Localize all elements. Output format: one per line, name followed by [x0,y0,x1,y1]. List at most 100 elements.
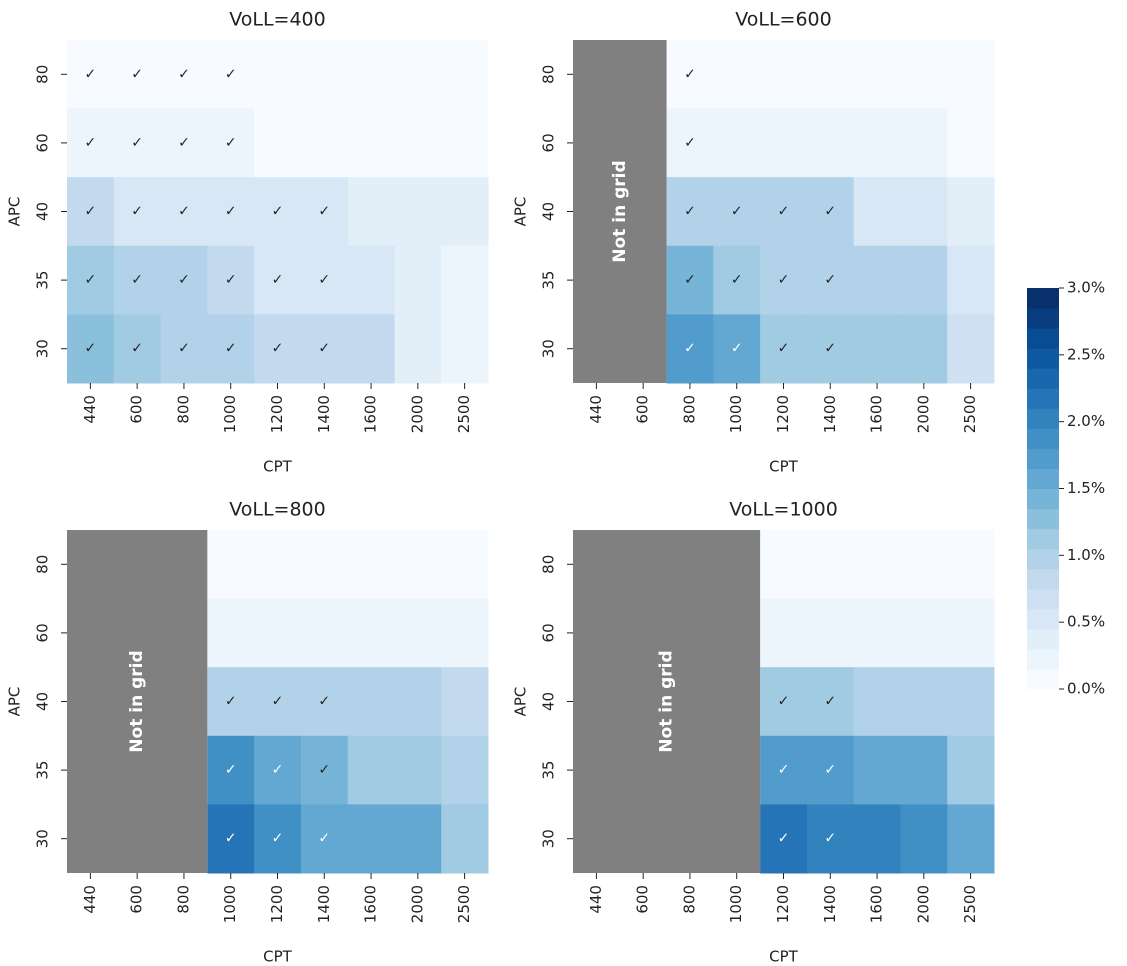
x-tick-label: 1000 [727,395,745,433]
check-mark: ✓ [225,135,237,151]
heatmap-cell [853,667,901,737]
heatmap-cell [207,177,255,247]
check-mark: ✓ [225,694,237,710]
heatmap-cell [347,245,395,315]
x-axis-label: CPT [263,948,293,966]
y-tick-label: 30 [34,829,52,848]
check-mark: ✓ [131,135,143,151]
chart-title: VoLL=1000 [729,499,838,521]
colorbar-step [1027,508,1059,530]
heatmap-cell [160,245,208,315]
heatmap-cell [300,314,349,384]
y-tick-label: 80 [34,555,52,574]
heatmap-cell [900,245,948,315]
y-tick-label: 40 [540,202,558,221]
heatmap-cell [300,530,349,600]
heatmap-cell [254,177,302,247]
heatmap-panel: VoLL=400 ✓ ✓ ✓ ✓ ✓ ✓ ✓ ✓ ✓ ✓ ✓ ✓ ✓ ✓ ✓ ✓ ✓ ✓ ✓ ✓ ✓ ✓ ✓ ✓ ✓ ✓ 440 600… [6,9,489,476]
colorbar-tick-label: 0.5% [1067,613,1105,631]
colorbar-step [1027,648,1059,670]
heatmap-cell [853,530,901,600]
y-tick-label: 80 [540,555,558,574]
y-tick-label: 60 [540,623,558,642]
heatmap-cell [947,804,995,874]
heatmap-cell [300,598,349,668]
chart-title: VoLL=600 [735,9,832,31]
heatmap-cell [441,314,489,384]
heatmap-cell [347,735,395,805]
x-tick-label: 1200 [268,395,286,433]
heatmap-cell [853,177,901,247]
colorbar-step [1027,428,1059,449]
check-mark: ✓ [824,272,836,288]
heatmap-cell [394,108,442,178]
x-tick-label: 600 [128,395,146,424]
colorbar: 0.0% 0.5% 1.0% 1.5% 2.0% 2.5% 3.0% [1027,279,1105,698]
x-tick-label: 440 [81,395,99,424]
heatmap-cell [254,314,302,384]
y-tick-label: 35 [540,761,558,780]
check-mark: ✓ [684,272,696,288]
heatmap-cell [254,804,302,874]
x-tick-label: 1400 [821,395,839,433]
heatmap-cell [254,598,302,668]
heatmap-cell [207,667,255,737]
heatmap-panel: VoLL=1000 ✓ ✓ ✓ ✓ ✓ ✓ Not in grid 440 600 800 1000 1… [512,499,995,966]
x-tick-label: 440 [81,885,99,914]
heatmap-cell [113,40,162,110]
x-tick-label: 2500 [961,395,979,433]
colorbar-step [1027,308,1059,329]
colorbar-step [1027,288,1059,309]
y-tick-label: 35 [34,271,52,290]
heatmap-cell [394,314,442,384]
heatmap-cell [947,40,995,110]
not-in-grid-region [573,40,667,383]
heatmap-cell [300,245,349,315]
check-mark: ✓ [778,272,790,288]
heatmap-cell [441,177,489,247]
heatmap-cell [947,530,995,600]
heatmap-cell [713,40,761,110]
check-mark: ✓ [225,272,237,288]
colorbar-step [1027,528,1059,550]
heatmap-cell [300,667,349,737]
x-tick-label: 440 [587,885,605,914]
colorbar-step [1027,588,1059,610]
colorbar-step [1027,448,1059,469]
heatmap-cell [300,177,349,247]
heatmap-cell [806,314,855,384]
colorbar-step [1027,388,1059,409]
x-tick-label: 2000 [408,395,426,433]
heatmap-cell [760,530,808,600]
heatmap-cell [441,804,489,874]
heatmap-cell [207,530,255,600]
check-mark: ✓ [131,272,143,288]
heatmap-cell [900,804,948,874]
y-tick-label: 80 [34,65,52,84]
heatmap-cell [713,245,761,315]
heatmap-cell [160,40,208,110]
check-mark: ✓ [178,135,190,151]
heatmap-cell [853,804,901,874]
check-mark: ✓ [684,66,696,82]
heatmap-cell [806,598,855,668]
y-tick-label: 35 [34,761,52,780]
heatmap-cell [713,108,761,178]
heatmap-cell [760,667,808,737]
heatmap-cell [760,735,808,805]
x-tick-label: 1600 [362,395,380,433]
check-mark: ✓ [318,204,330,220]
heatmap-cell [113,177,162,247]
heatmap-cell [254,108,302,178]
check-mark: ✓ [318,762,330,778]
check-mark: ✓ [778,204,790,220]
check-mark: ✓ [85,272,97,288]
colorbar-step [1027,348,1059,369]
check-mark: ✓ [778,831,790,847]
y-tick-label: 60 [34,623,52,642]
check-mark: ✓ [824,341,836,357]
heatmap-cell [300,40,349,110]
heatmap-cell [160,108,208,178]
x-tick-label: 600 [128,885,146,914]
